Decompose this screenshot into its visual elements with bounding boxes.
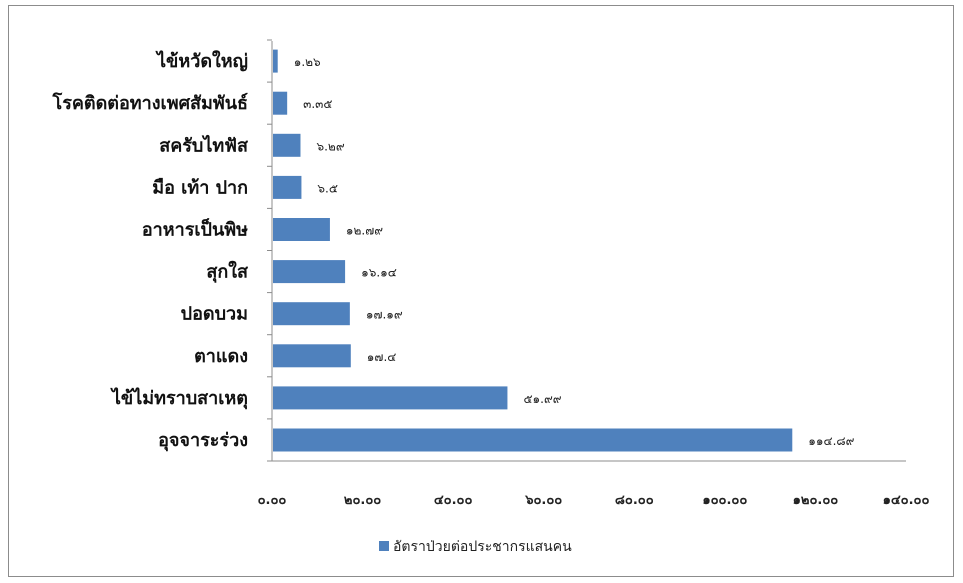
category-labels: อุจจาระร่วง ไข้ไม่ทราบสาเหตุ ตาแดง ปอดบวม สุ… (52, 50, 249, 452)
bar-4 (273, 260, 346, 284)
x-tick-label: ๒๐.๐๐ (344, 493, 381, 508)
bar-3 (273, 302, 350, 326)
bar-chart: อุจจาระร่วง ไข้ไม่ทราบสาเหตุ ตาแดง ปอดบวม สุ… (52, 39, 930, 555)
bar-2 (273, 344, 351, 368)
data-label: ๑๒.๗๙ (346, 224, 383, 238)
category-label: ปอดบวม (181, 304, 248, 325)
bar-5 (273, 218, 330, 241)
data-label: ๕๑.๙๙ (523, 392, 561, 406)
legend-swatch (379, 541, 389, 551)
data-label: ๑๖.๑๔ (361, 266, 397, 280)
x-tick-label: ๘๐.๐๐ (615, 493, 654, 508)
category-label: ตาแดง (194, 346, 248, 367)
data-label: ๑๗.๑๙ (366, 308, 403, 322)
bar-1 (273, 386, 508, 410)
x-tick-label: ๖๐.๐๐ (524, 493, 562, 508)
category-label: สครับไทฟัส (159, 134, 249, 156)
bar-8 (273, 91, 288, 115)
data-label: ๑.๒๖ (294, 55, 321, 69)
x-tick-labels: ๐.๐๐ ๒๐.๐๐ ๔๐.๐๐ ๖๐.๐๐ ๘๐.๐๐ ๑๐๐.๐๐ ๑๒๐.๐๐ ๑๔๐.… (258, 493, 930, 508)
bar-6 (273, 175, 302, 199)
category-label: มือ เท้า ปาก (152, 177, 248, 198)
bar-0 (273, 428, 793, 452)
axes (267, 39, 906, 462)
x-tick-label: ๑๐๐.๐๐ (702, 493, 747, 508)
bars-layer (273, 49, 793, 452)
x-tick-label: ๐.๐๐ (258, 493, 287, 508)
bar-9 (273, 49, 278, 73)
category-label: สุกใส (206, 261, 249, 284)
legend-label: อัตราป่วยต่อประชากรแสนคน (393, 539, 572, 555)
category-label: โรคติดต่อทางเพศสัมพันธ์ (52, 92, 248, 114)
data-label: ๖.๕ (317, 181, 338, 195)
data-label: ๑๗.๔ (367, 350, 397, 364)
category-label: อาหารเป็นพิษ (142, 218, 248, 241)
x-tick-label: ๔๐.๐๐ (434, 493, 473, 508)
x-tick-label: ๑๒๐.๐๐ (793, 493, 839, 508)
data-label: ๑๑๔.๘๙ (808, 434, 854, 448)
data-label: ๖.๒๙ (316, 139, 344, 153)
category-label: ไข้หวัดใหญ่ (155, 50, 248, 72)
legend: อัตราป่วยต่อประชากรแสนคน (379, 539, 572, 555)
category-label: ไข้ไม่ทราบสาเหตุ (110, 387, 248, 410)
data-label: ๓.๓๕ (303, 97, 332, 111)
category-label: อุจจาระร่วง (158, 430, 248, 452)
x-tick-label: ๑๔๐.๐๐ (883, 493, 930, 508)
chart-frame: อุจจาระร่วง ไข้ไม่ทราบสาเหตุ ตาแดง ปอดบวม สุ… (8, 5, 954, 577)
bar-7 (273, 133, 301, 157)
value-labels: ๑๑๔.๘๙ ๕๑.๙๙ ๑๗.๔ ๑๗.๑๙ ๑๖.๑๔ ๑๒.๗๙ ๖.๕ ๖.๒๙ ๓.๓… (294, 55, 855, 448)
